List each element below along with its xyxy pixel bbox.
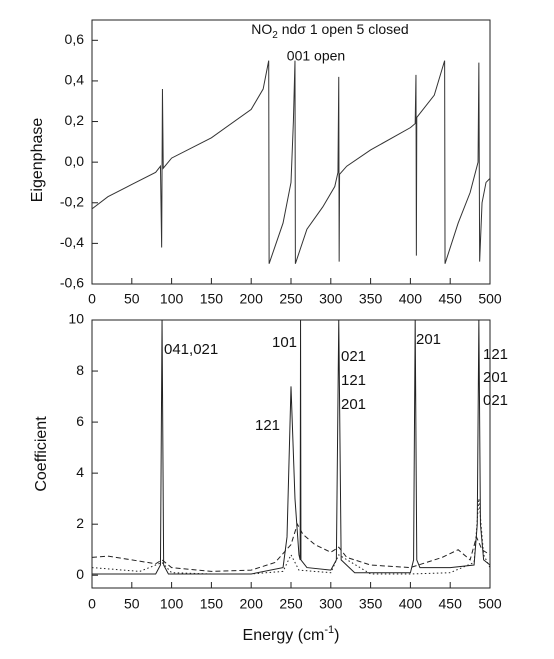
annotation: 101 [272, 334, 297, 351]
data-line [91, 60, 491, 264]
y-tick-label: 4 [76, 464, 84, 480]
x-tick-label: 100 [160, 596, 184, 612]
annotation: 121 [341, 372, 366, 389]
annotation: 021 [483, 392, 508, 409]
y-tick-label: 0,2 [65, 112, 85, 128]
x-tick-label: 400 [399, 596, 423, 612]
x-tick-label: 100 [160, 291, 184, 307]
y-tick-label: -0,6 [60, 275, 84, 291]
data-line [91, 522, 491, 572]
x-tick-label: 250 [279, 291, 303, 307]
data-line [92, 319, 491, 575]
chart-title: NO2 ndσ 1 open 5 closed [251, 21, 408, 41]
x-tick-label: 0 [88, 596, 96, 612]
x-tick-label: 300 [319, 596, 343, 612]
annotation: 201 [341, 396, 366, 413]
plot-frame [91, 319, 491, 589]
x-tick-label: 150 [200, 291, 224, 307]
annotation: 021 [341, 348, 366, 365]
y-tick-label: 8 [76, 362, 84, 378]
y-tick-label: 0,6 [65, 31, 85, 47]
y-tick-label: 0,0 [65, 153, 85, 169]
x-tick-label: 500 [478, 596, 502, 612]
annotation: 041,021 [164, 341, 218, 358]
annotation: 201 [483, 369, 508, 386]
y-tick-label: 2 [76, 515, 84, 531]
y-tick-label: 6 [76, 413, 84, 429]
x-tick-label: 200 [240, 596, 264, 612]
x-tick-label: 300 [319, 291, 343, 307]
x-tick-label: 0 [88, 291, 96, 307]
x-tick-label: 450 [439, 291, 463, 307]
x-tick-label: 350 [359, 596, 383, 612]
chart-subtitle: 001 open [287, 48, 345, 64]
y-tick-label: 10 [68, 311, 84, 327]
x-tick-label: 400 [399, 291, 423, 307]
x-tick-label: 200 [240, 291, 264, 307]
x-tick-label: 50 [124, 291, 140, 307]
y-axis-label: Eigenphase [29, 118, 46, 203]
x-tick-label: 450 [439, 596, 463, 612]
y-axis-label: Coefficient [33, 416, 50, 492]
y-tick-label: -0,4 [60, 234, 84, 250]
x-tick-label: 350 [359, 291, 383, 307]
y-tick-label: -0,2 [60, 193, 84, 209]
annotation: 121 [483, 346, 508, 363]
y-tick-label: 0 [76, 566, 84, 582]
x-tick-label: 150 [200, 596, 224, 612]
y-tick-label: 0,4 [65, 72, 85, 88]
x-axis-label: Energy (cm-1) [243, 624, 340, 644]
x-tick-label: 500 [478, 291, 502, 307]
annotation: 201 [416, 331, 441, 348]
data-line [91, 498, 491, 575]
x-tick-label: 50 [124, 596, 140, 612]
annotation: 121 [255, 417, 280, 434]
x-tick-label: 250 [279, 596, 303, 612]
